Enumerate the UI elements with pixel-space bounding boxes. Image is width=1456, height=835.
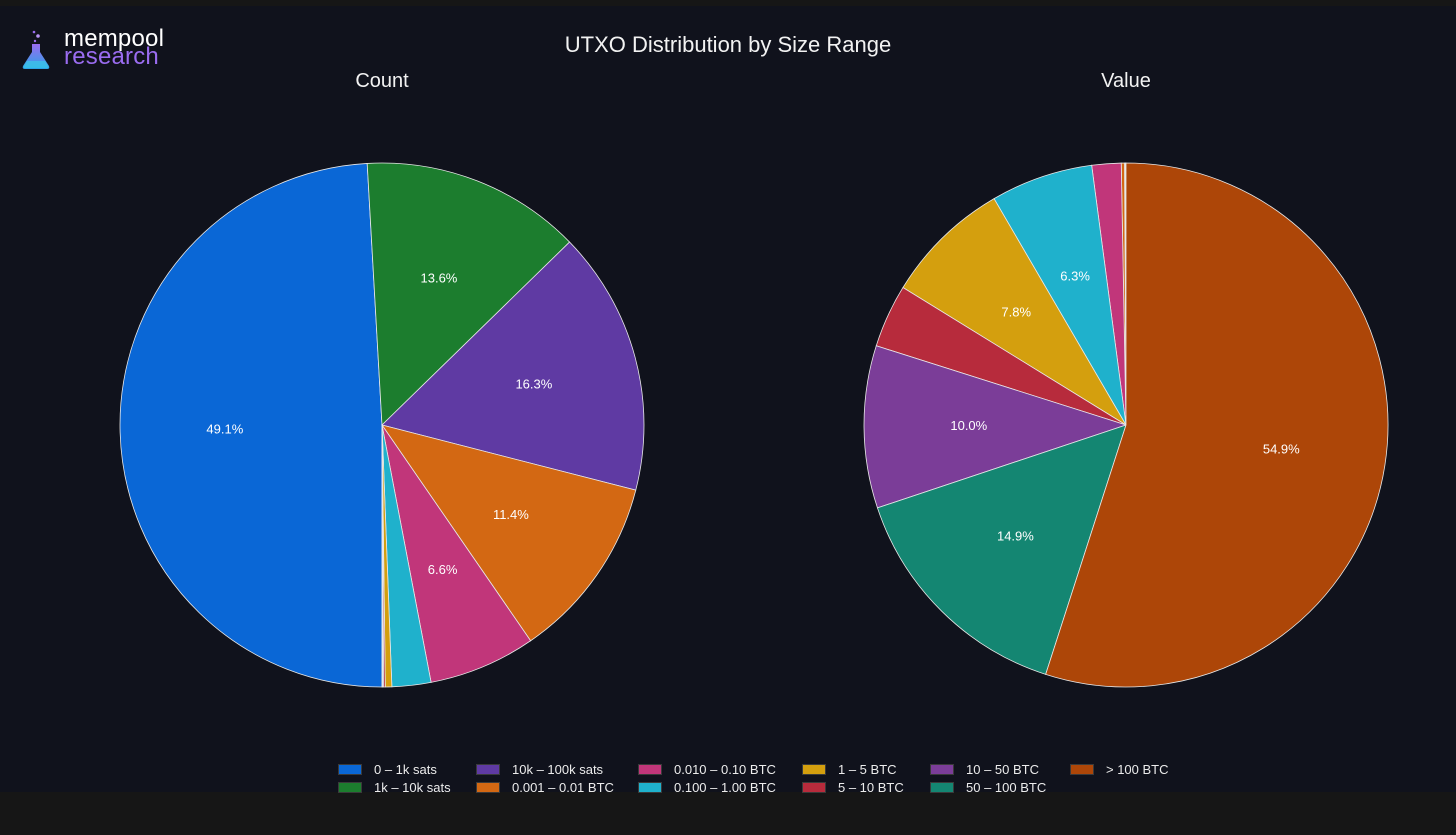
- top-strip: [0, 0, 1456, 6]
- legend-label: 10 – 50 BTC: [966, 761, 1039, 777]
- value-slice-10-50-btc: [863, 345, 1128, 509]
- legend-label: 1k – 10k sats: [374, 779, 451, 795]
- value-slice-50-100-btc: [876, 424, 1127, 675]
- count-slice-10k-100k-sats: [381, 241, 645, 491]
- brand-name: mempool: [64, 25, 165, 52]
- count-slice-0-001-0-01-btc: [381, 424, 637, 642]
- count-pie: [119, 162, 645, 688]
- legend-swatch: [1070, 763, 1094, 775]
- count-data-label-1k-10k-sats: 13.6%: [421, 270, 458, 285]
- legend-swatch: [476, 781, 500, 793]
- legend-item-10-50-btc: 10 – 50 BTC: [930, 761, 1039, 777]
- chart-title: UTXO Distribution by Size Range: [564, 32, 892, 57]
- value-data-label-1-5-btc: 7.8%: [1001, 304, 1031, 319]
- count-slice-0-1k-sats: [119, 162, 383, 688]
- legend-swatch: [476, 763, 500, 775]
- legend-item-1k-10k-sats: 1k – 10k sats: [338, 779, 451, 795]
- legend: 0 – 1k sats 1k – 10k sats 10k – 100k sats 0…: [338, 761, 1218, 797]
- count-data-label-0-1k-sats: 49.1%: [206, 421, 243, 436]
- legend-label: 1 – 5 BTC: [838, 761, 897, 777]
- legend-label: 0.100 – 1.00 BTC: [674, 779, 776, 795]
- legend-label: 0.001 – 0.01 BTC: [512, 779, 614, 795]
- legend-label: 0.010 – 0.10 BTC: [674, 761, 776, 777]
- legend-swatch: [338, 763, 362, 775]
- legend-item-0-001-0-01-btc: 0.001 – 0.01 BTC: [476, 779, 614, 795]
- legend-item-0-1k-sats: 0 – 1k sats: [338, 761, 437, 777]
- count-data-label-0-001-0-01-btc: 11.4%: [493, 507, 529, 522]
- value-slice-100-btc: [1045, 162, 1389, 688]
- value-pie: [863, 162, 1389, 688]
- legend-swatch: [638, 763, 662, 775]
- count-slice-1k-10k-sats: [366, 162, 571, 426]
- legend-label: 5 – 10 BTC: [838, 779, 904, 795]
- legend-label: 10k – 100k sats: [512, 761, 604, 777]
- legend-swatch: [802, 781, 826, 793]
- legend-item-1-5-btc: 1 – 5 BTC: [802, 761, 897, 777]
- value-data-label-0-100-1-00-btc: 6.3%: [1060, 268, 1090, 283]
- legend-swatch: [930, 763, 954, 775]
- flask-logo-icon: [22, 30, 50, 69]
- value-data-label-100-btc: 54.9%: [1263, 441, 1300, 456]
- count-pie-title: Count: [355, 70, 409, 92]
- legend-label: > 100 BTC: [1106, 761, 1169, 777]
- bottom-strip: [0, 792, 1456, 835]
- legend-swatch: [638, 781, 662, 793]
- value-slice-1-5-btc: [902, 198, 1127, 426]
- value-pie-title: Value: [1101, 70, 1151, 92]
- legend-item-50-100-btc: 50 – 100 BTC: [930, 779, 1046, 795]
- value-data-label-50-100-btc: 14.9%: [997, 529, 1034, 544]
- legend-item-100-btc: > 100 BTC: [1070, 761, 1169, 777]
- count-data-label-10k-100k-sats: 16.3%: [515, 376, 552, 391]
- legend-item-0-010-0-10-btc: 0.010 – 0.10 BTC: [638, 761, 776, 777]
- legend-item-10k-100k-sats: 10k – 100k sats: [476, 761, 603, 777]
- legend-swatch: [802, 763, 826, 775]
- value-data-label-10-50-btc: 10.0%: [950, 418, 987, 433]
- brand-subname: research: [64, 43, 159, 70]
- legend-swatch: [338, 781, 362, 793]
- legend-item-5-10-btc: 5 – 10 BTC: [802, 779, 904, 795]
- legend-swatch: [930, 781, 954, 793]
- legend-label: 0 – 1k sats: [374, 761, 437, 777]
- legend-item-0-100-1-00-btc: 0.100 – 1.00 BTC: [638, 779, 776, 795]
- count-data-label-0-010-0-10-btc: 6.6%: [428, 562, 458, 577]
- legend-label: 50 – 100 BTC: [966, 779, 1047, 795]
